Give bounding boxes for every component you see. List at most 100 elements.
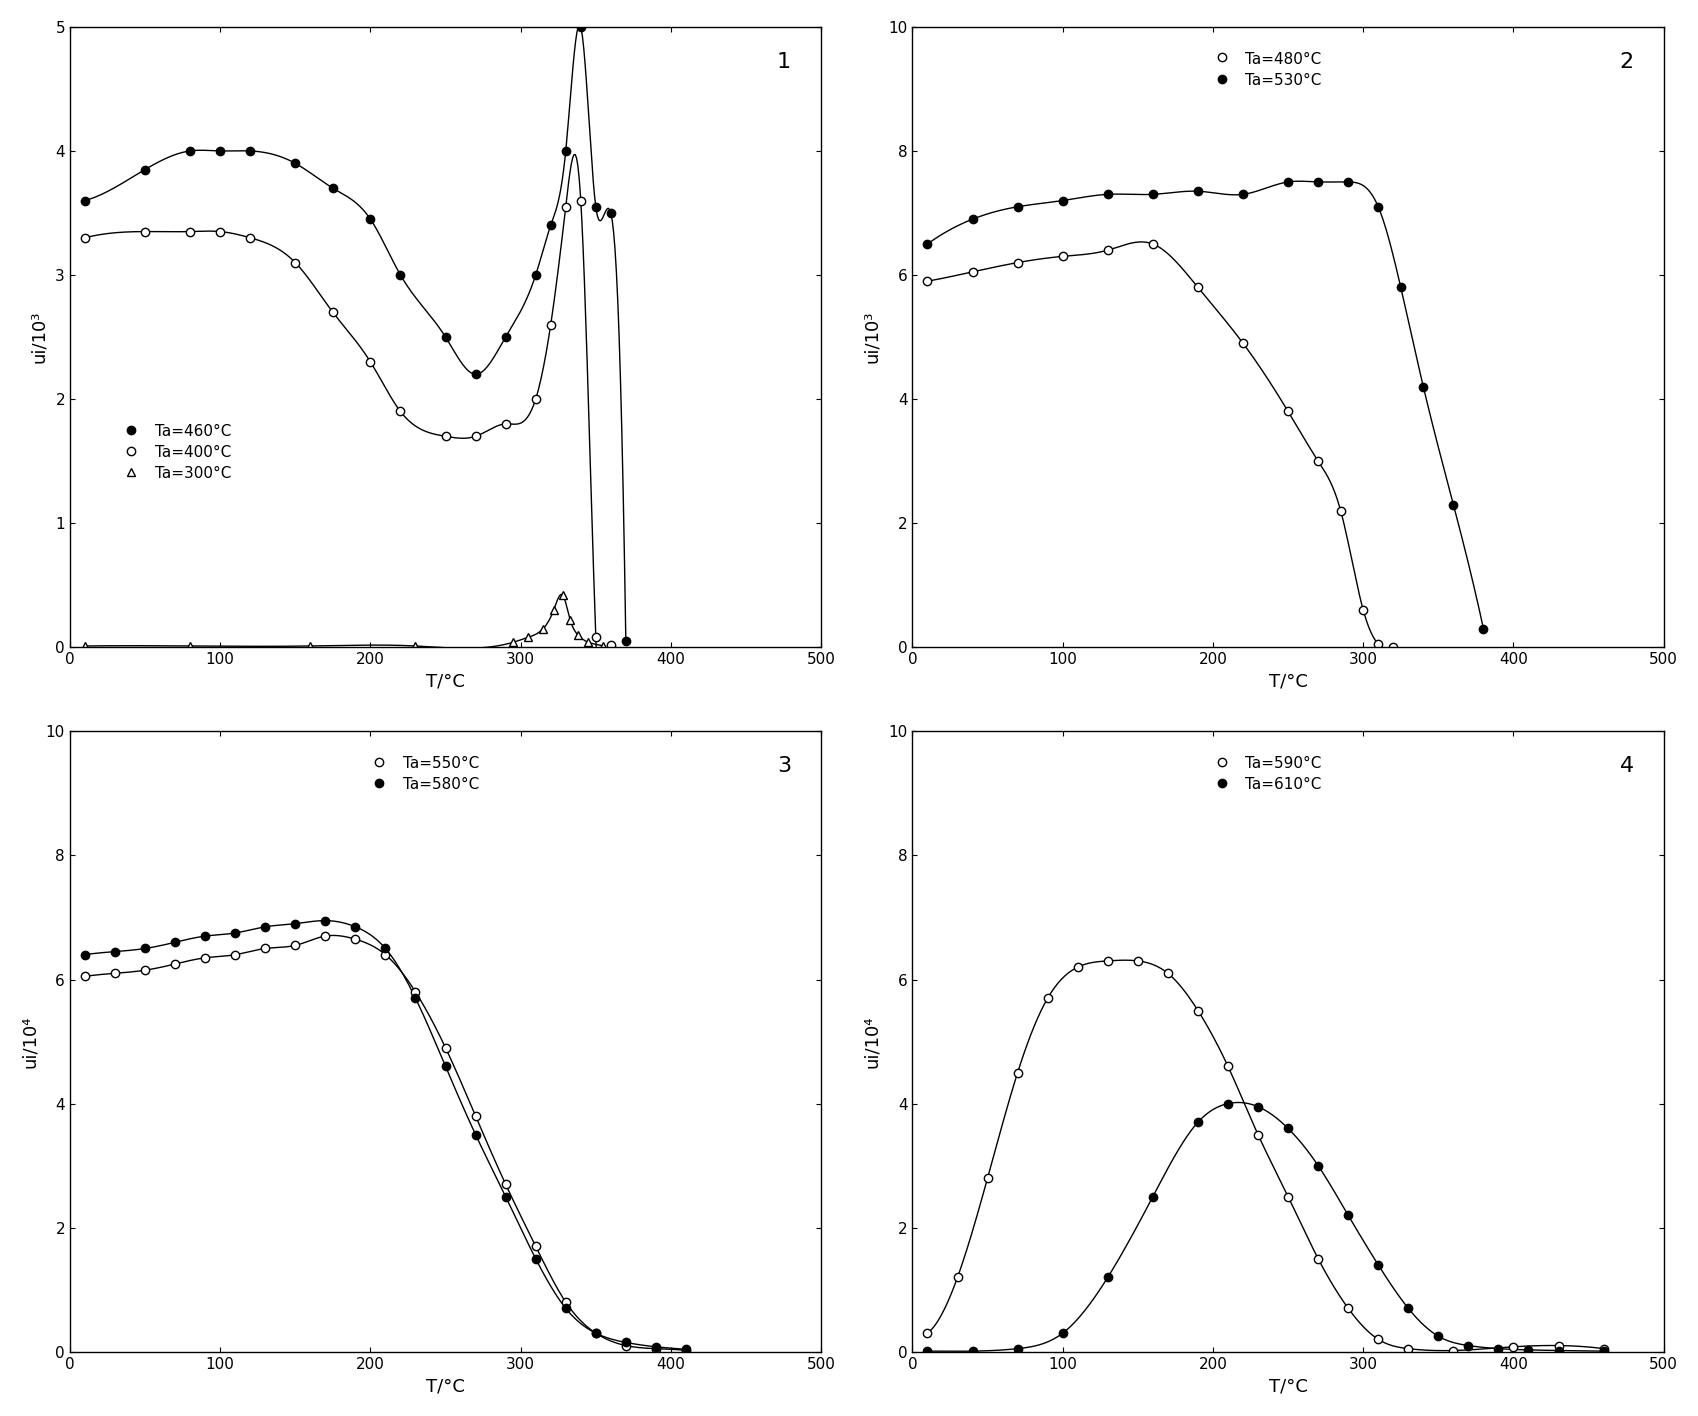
Ta=400°C (239, 229, 260, 246)
Ta=610°C (1307, 1157, 1328, 1174)
Ta=480°C (1382, 639, 1403, 656)
Ta=460°C (615, 633, 635, 650)
Ta=590°C (1503, 1338, 1523, 1355)
Text: 1: 1 (776, 51, 791, 72)
Ta=480°C (1233, 334, 1253, 351)
Ta=480°C (961, 263, 981, 280)
Ta=300°C (503, 634, 523, 651)
Ta=580°C (165, 933, 185, 950)
X-axis label: T/°C: T/°C (1268, 673, 1307, 691)
Ta=610°C (1246, 1099, 1267, 1116)
Ta=550°C (105, 964, 126, 981)
Ta=590°C (1442, 1342, 1462, 1359)
Ta=480°C (1330, 503, 1350, 520)
Line: Ta=530°C: Ta=530°C (922, 178, 1487, 633)
Ta=610°C (1217, 1095, 1238, 1112)
Ta=400°C (601, 636, 621, 653)
Ta=530°C (1097, 185, 1117, 202)
Ta=530°C (1442, 496, 1462, 513)
Ta=610°C (1518, 1341, 1538, 1358)
Ta=530°C (1367, 198, 1387, 215)
Y-axis label: ui/10³: ui/10³ (31, 312, 48, 364)
Ta=460°C (540, 217, 560, 234)
Ta=550°C (195, 949, 216, 966)
Ta=550°C (75, 969, 95, 986)
Ta=530°C (1472, 620, 1493, 637)
Text: 3: 3 (776, 756, 791, 776)
Ta=480°C (917, 273, 937, 290)
Ta=400°C (540, 316, 560, 333)
Y-axis label: ui/10⁴: ui/10⁴ (863, 1015, 881, 1068)
Ta=610°C (1367, 1256, 1387, 1273)
Ta=400°C (180, 224, 200, 241)
Ta=590°C (1246, 1126, 1267, 1143)
Ta=300°C (543, 602, 564, 619)
Ta=530°C (1277, 173, 1297, 190)
Ta=530°C (1187, 183, 1207, 200)
Legend: Ta=480°C, Ta=530°C: Ta=480°C, Ta=530°C (1206, 47, 1326, 92)
Ta=580°C (75, 946, 95, 963)
Ta=480°C (1352, 602, 1372, 619)
Legend: Ta=550°C, Ta=580°C: Ta=550°C, Ta=580°C (363, 752, 484, 797)
Ta=550°C (555, 1294, 576, 1311)
Ta=300°C (577, 634, 598, 651)
Ta=480°C (1367, 636, 1387, 653)
Line: Ta=590°C: Ta=590°C (922, 957, 1606, 1355)
Ta=400°C (211, 224, 231, 241)
Ta=550°C (435, 1039, 455, 1056)
Line: Ta=610°C: Ta=610°C (922, 1099, 1606, 1355)
Line: Ta=480°C: Ta=480°C (922, 239, 1397, 651)
Ta=590°C (1397, 1340, 1418, 1357)
Line: Ta=460°C: Ta=460°C (82, 23, 630, 646)
Ta=590°C (947, 1269, 968, 1286)
Ta=400°C (435, 428, 455, 445)
Ta=590°C (1593, 1340, 1613, 1357)
Ta=460°C (211, 143, 231, 160)
Ta=400°C (75, 229, 95, 246)
Ta=460°C (391, 266, 411, 283)
Ta=580°C (555, 1300, 576, 1317)
Text: 2: 2 (1618, 51, 1633, 72)
Ta=460°C (323, 180, 343, 197)
Ta=590°C (1217, 1058, 1238, 1075)
Ta=610°C (917, 1342, 937, 1359)
Ta=480°C (1277, 404, 1297, 421)
Ta=550°C (134, 961, 155, 978)
Ta=400°C (391, 404, 411, 421)
Ta=530°C (1143, 185, 1163, 202)
Ta=530°C (1007, 198, 1027, 215)
Ta=460°C (586, 198, 606, 215)
Ta=460°C (525, 266, 545, 283)
Ta=580°C (224, 925, 245, 942)
Ta=580°C (375, 940, 396, 957)
Ta=300°C (552, 586, 572, 603)
Line: Ta=400°C: Ta=400°C (82, 197, 615, 649)
Ta=590°C (976, 1170, 997, 1187)
Ta=550°C (615, 1337, 635, 1354)
Ta=460°C (239, 143, 260, 160)
Ta=460°C (285, 154, 306, 171)
Ta=590°C (1367, 1331, 1387, 1348)
Ta=580°C (406, 990, 426, 1007)
Ta=590°C (1338, 1300, 1358, 1317)
Ta=590°C (917, 1324, 937, 1341)
Legend: Ta=460°C, Ta=400°C, Ta=300°C: Ta=460°C, Ta=400°C, Ta=300°C (115, 419, 236, 486)
Ta=530°C (1307, 173, 1328, 190)
Ta=480°C (1097, 242, 1117, 259)
Ta=300°C (560, 612, 581, 629)
Ta=550°C (496, 1175, 516, 1192)
Ta=480°C (1051, 248, 1071, 265)
Ta=610°C (1143, 1188, 1163, 1205)
Ta=580°C (645, 1338, 666, 1355)
Ta=530°C (1389, 279, 1409, 296)
X-axis label: T/°C: T/°C (426, 1378, 465, 1395)
Y-axis label: ui/10⁴: ui/10⁴ (20, 1015, 39, 1068)
Ta=530°C (1233, 185, 1253, 202)
Ta=460°C (601, 204, 621, 221)
Ta=400°C (323, 303, 343, 320)
Ta=550°C (465, 1107, 486, 1124)
Ta=530°C (1051, 193, 1071, 210)
Ta=580°C (615, 1334, 635, 1351)
Ta=580°C (285, 915, 306, 932)
Ta=550°C (224, 946, 245, 963)
